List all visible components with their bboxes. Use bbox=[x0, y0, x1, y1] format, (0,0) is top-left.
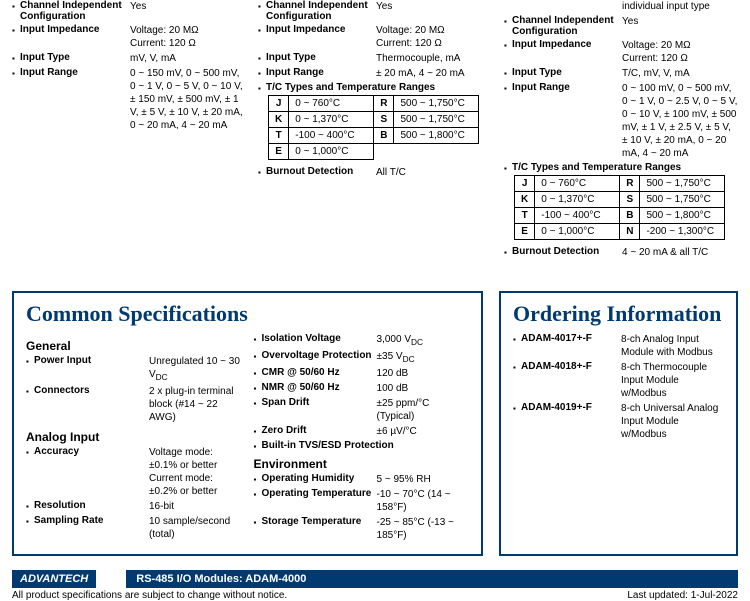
general-heading: General bbox=[26, 339, 242, 353]
label: Channel Independent Configuration bbox=[20, 0, 130, 22]
value: 5 ~ 95% RH bbox=[377, 473, 470, 486]
order-sku: ADAM-4017+-F bbox=[521, 333, 621, 359]
tc-table-3: J0 ~ 760°CR500 ~ 1,750°C K0 ~ 1,370°CS50… bbox=[514, 175, 725, 240]
value: Voltage: 20 MΩ Current: 120 Ω bbox=[376, 24, 492, 50]
value: Voltage: 20 MΩ Current: 120 Ω bbox=[622, 39, 738, 65]
value: 100 dB bbox=[377, 382, 470, 395]
label: Power Input bbox=[34, 355, 149, 366]
label: Channel Independent Configuration bbox=[266, 0, 376, 22]
order-sku: ADAM-4018+-F bbox=[521, 361, 621, 400]
value: 3,000 VDC bbox=[377, 333, 470, 348]
order-desc: 8-ch Universal Analog Input Module w/Mod… bbox=[621, 402, 724, 441]
order-desc: 8-ch Analog Input Module with Modbus bbox=[621, 333, 724, 359]
label: Input Range bbox=[20, 67, 130, 78]
order-sku: ADAM-4019+-F bbox=[521, 402, 621, 441]
label: Input Range bbox=[266, 67, 376, 78]
value: 0 ~ 150 mV, 0 ~ 500 mV, 0 ~ 1 V, 0 ~ 5 V… bbox=[130, 67, 246, 132]
common-specs-title: Common Specifications bbox=[26, 301, 469, 327]
spec-col-2: ▪Channel Independent ConfigurationYes ▪I… bbox=[258, 0, 492, 261]
value: Yes bbox=[130, 0, 246, 13]
label: Operating Temperature bbox=[262, 488, 377, 499]
label: Input Type bbox=[266, 52, 376, 63]
value: 10 sample/second (total) bbox=[149, 515, 242, 541]
tvs-label: Built-in TVS/ESD Protection bbox=[262, 440, 394, 451]
label: Operating Humidity bbox=[262, 473, 377, 484]
value: ± 20 mA, 4 ~ 20 mA bbox=[376, 67, 492, 80]
label: Input Impedance bbox=[266, 24, 376, 35]
label: Overvoltage Protection bbox=[262, 350, 377, 361]
env-heading: Environment bbox=[254, 457, 470, 471]
value: 16-bit bbox=[149, 500, 242, 513]
value: All T/C bbox=[376, 166, 492, 179]
analog-heading: Analog Input bbox=[26, 430, 242, 444]
label: Input Impedance bbox=[512, 39, 622, 50]
label: Connectors bbox=[34, 385, 149, 396]
value: mV, V, mA bbox=[130, 52, 246, 65]
value: Yes bbox=[376, 0, 492, 13]
footer-bar-title: RS-485 I/O Modules: ADAM-4000 bbox=[126, 570, 738, 588]
value: -25 ~ 85°C (-13 ~ 185°F) bbox=[377, 516, 470, 542]
bottom-sections: Common Specifications General ▪Power Inp… bbox=[12, 291, 738, 556]
value: 4 ~ 20 mA & all T/C bbox=[622, 246, 738, 259]
tc-heading: T/C Types and Temperature Ranges bbox=[266, 82, 435, 93]
label: Input Impedance bbox=[20, 24, 130, 35]
value: Yes bbox=[622, 15, 738, 28]
order-desc: 8-ch Thermocouple Input Module w/Modbus bbox=[621, 361, 724, 400]
label: Sampling Rate bbox=[34, 515, 149, 526]
label: NMR @ 50/60 Hz bbox=[262, 382, 377, 393]
label: Resolution bbox=[34, 500, 149, 511]
value: ±25 ppm/°C (Typical) bbox=[377, 397, 470, 423]
label: Burnout Detection bbox=[512, 246, 622, 257]
ordering-box: Ordering Information ▪ADAM-4017+-F8-ch A… bbox=[499, 291, 738, 556]
ordering-title: Ordering Information bbox=[513, 301, 724, 327]
footer-disclaimer: All product specifications are subject t… bbox=[12, 590, 287, 601]
value: -10 ~ 70°C (14 ~ 158°F) bbox=[377, 488, 470, 514]
spec-col-1: ▪Channel Independent ConfigurationYes ▪I… bbox=[12, 0, 246, 261]
value: Voltage: 20 MΩ Current: 120 Ω bbox=[130, 24, 246, 50]
label: Input Type bbox=[20, 52, 130, 63]
advantech-logo: ADVANTECH bbox=[12, 570, 96, 588]
label: Span Drift bbox=[262, 397, 377, 408]
spec-col-3: individual input type ▪Channel Independe… bbox=[504, 0, 738, 261]
tc-table-2: J0 ~ 760°CR500 ~ 1,750°C K0 ~ 1,370°CS50… bbox=[268, 95, 479, 160]
label: Storage Temperature bbox=[262, 516, 377, 527]
tc-heading: T/C Types and Temperature Ranges bbox=[512, 162, 681, 173]
value: ±6 µV/°C bbox=[377, 425, 470, 438]
label: Accuracy bbox=[34, 446, 149, 457]
value: 2 x plug-in terminal block (#14 ~ 22 AWG… bbox=[149, 385, 242, 424]
value: T/C, mV, V, mA bbox=[622, 67, 738, 80]
page-footer: ADVANTECH RS-485 I/O Modules: ADAM-4000 … bbox=[12, 570, 738, 601]
top-spec-columns: ▪Channel Independent ConfigurationYes ▪I… bbox=[12, 0, 738, 261]
label: Input Type bbox=[512, 67, 622, 78]
extra-line: individual input type bbox=[622, 0, 738, 13]
value: 0 ~ 100 mV, 0 ~ 500 mV, 0 ~ 1 V, 0 ~ 2.5… bbox=[622, 82, 738, 160]
footer-updated: Last updated: 1-Jul-2022 bbox=[627, 590, 738, 601]
label: Zero Drift bbox=[262, 425, 377, 436]
value: ±35 VDC bbox=[377, 350, 470, 365]
value: Voltage mode: ±0.1% or better Current mo… bbox=[149, 446, 242, 498]
label: Burnout Detection bbox=[266, 166, 376, 177]
label: Channel Independent Configuration bbox=[512, 15, 622, 37]
label: Isolation Voltage bbox=[262, 333, 377, 344]
common-specs-box: Common Specifications General ▪Power Inp… bbox=[12, 291, 483, 556]
label: CMR @ 50/60 Hz bbox=[262, 367, 377, 378]
value: Unregulated 10 ~ 30 VDC bbox=[149, 355, 242, 383]
value: 120 dB bbox=[377, 367, 470, 380]
label: Input Range bbox=[512, 82, 622, 93]
value: Thermocouple, mA bbox=[376, 52, 492, 65]
